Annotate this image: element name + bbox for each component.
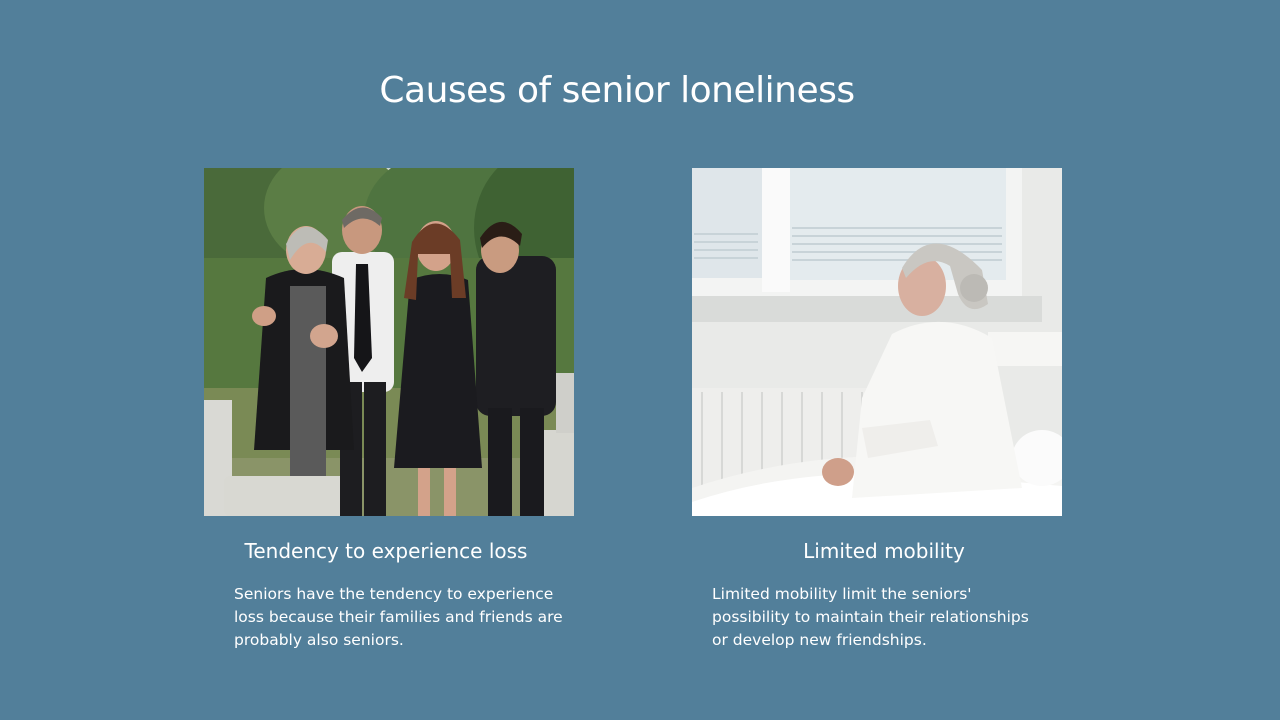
loss-heading: Tendency to experience loss <box>244 539 528 563</box>
loss-description: Seniors have the tendency to experience … <box>234 585 563 649</box>
mobility-heading: Limited mobility <box>803 539 965 563</box>
elderly-woman-on-bed-photo <box>692 168 1062 516</box>
funeral-family-photo <box>204 168 574 516</box>
mobility-description: Limited mobility limit the seniors' poss… <box>712 585 1029 649</box>
slide-title: Causes of senior loneliness <box>379 70 855 111</box>
